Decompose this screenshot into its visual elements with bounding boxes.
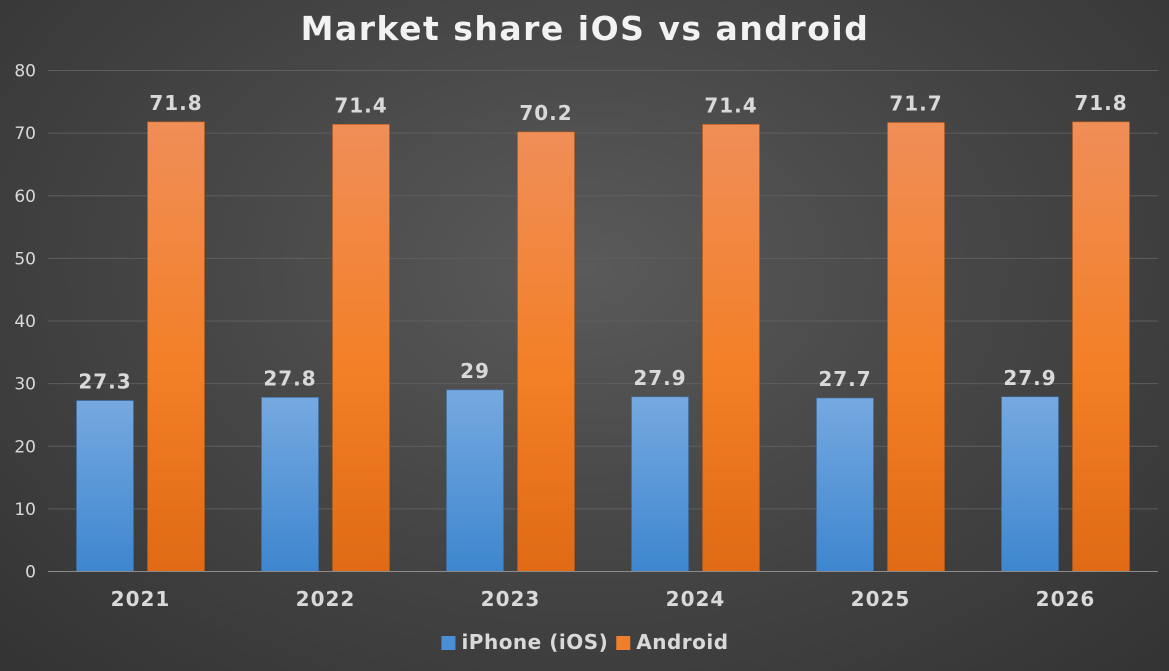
x-tick-label: 2024 bbox=[666, 587, 726, 611]
data-label-android: 71.4 bbox=[704, 93, 757, 117]
y-tick-label: 60 bbox=[14, 187, 36, 207]
y-tick-label: 70 bbox=[14, 124, 36, 144]
bar-ios bbox=[446, 389, 504, 572]
bar-android bbox=[147, 121, 205, 572]
legend-swatch-android bbox=[616, 636, 631, 650]
legend: iPhone (iOS) Android bbox=[441, 630, 728, 654]
x-axis-ticks: 2021 2022 2023 2024 2025 2026 bbox=[111, 587, 1096, 611]
y-axis-ticks: 0 10 20 30 40 50 60 70 80 bbox=[14, 62, 36, 583]
y-tick-label: 40 bbox=[14, 312, 36, 332]
legend-label-ios: iPhone (iOS) bbox=[461, 630, 608, 654]
data-label-android: 71.4 bbox=[334, 93, 387, 117]
bar-ios bbox=[76, 400, 134, 572]
bar-ios bbox=[816, 397, 874, 572]
bar-android bbox=[332, 124, 390, 572]
x-tick-label: 2021 bbox=[111, 587, 171, 611]
legend-item-android: Android bbox=[616, 630, 728, 654]
bar-ios bbox=[1001, 396, 1059, 572]
bars bbox=[76, 121, 1130, 572]
x-tick-label: 2022 bbox=[296, 587, 356, 611]
data-label-android: 71.8 bbox=[1074, 91, 1127, 115]
data-label-ios: 27.7 bbox=[818, 367, 871, 391]
data-label-android: 70.2 bbox=[519, 101, 572, 125]
data-label-ios: 29 bbox=[460, 359, 490, 383]
x-tick-label: 2025 bbox=[851, 587, 911, 611]
bar-ios bbox=[261, 397, 319, 572]
legend-swatch-ios bbox=[441, 636, 456, 650]
data-label-ios: 27.8 bbox=[263, 366, 316, 390]
bar-android bbox=[517, 131, 575, 572]
y-tick-label: 0 bbox=[25, 563, 36, 583]
chart-title: Market share iOS vs android bbox=[301, 9, 870, 48]
y-tick-label: 10 bbox=[14, 500, 36, 520]
data-label-android: 71.7 bbox=[889, 91, 942, 115]
x-tick-label: 2026 bbox=[1036, 587, 1096, 611]
data-label-ios: 27.3 bbox=[78, 370, 131, 394]
y-tick-label: 80 bbox=[14, 62, 36, 82]
y-tick-label: 30 bbox=[14, 375, 36, 395]
legend-label-android: Android bbox=[636, 630, 728, 654]
x-tick-label: 2023 bbox=[481, 587, 541, 611]
bar-ios bbox=[631, 396, 689, 572]
legend-item-ios: iPhone (iOS) bbox=[441, 630, 608, 654]
data-label-android: 71.8 bbox=[149, 91, 202, 115]
bar-android bbox=[702, 124, 760, 572]
bar-android bbox=[887, 122, 945, 572]
bar-android bbox=[1072, 121, 1130, 572]
data-label-ios: 27.9 bbox=[1003, 366, 1056, 390]
data-label-ios: 27.9 bbox=[633, 366, 686, 390]
y-tick-label: 50 bbox=[14, 249, 36, 269]
y-tick-label: 20 bbox=[14, 437, 36, 457]
data-labels: 27.3 71.8 27.8 71.4 29 70.2 27.9 71.4 27.7 71.7 27… bbox=[78, 91, 1127, 394]
gridlines bbox=[48, 70, 1158, 510]
